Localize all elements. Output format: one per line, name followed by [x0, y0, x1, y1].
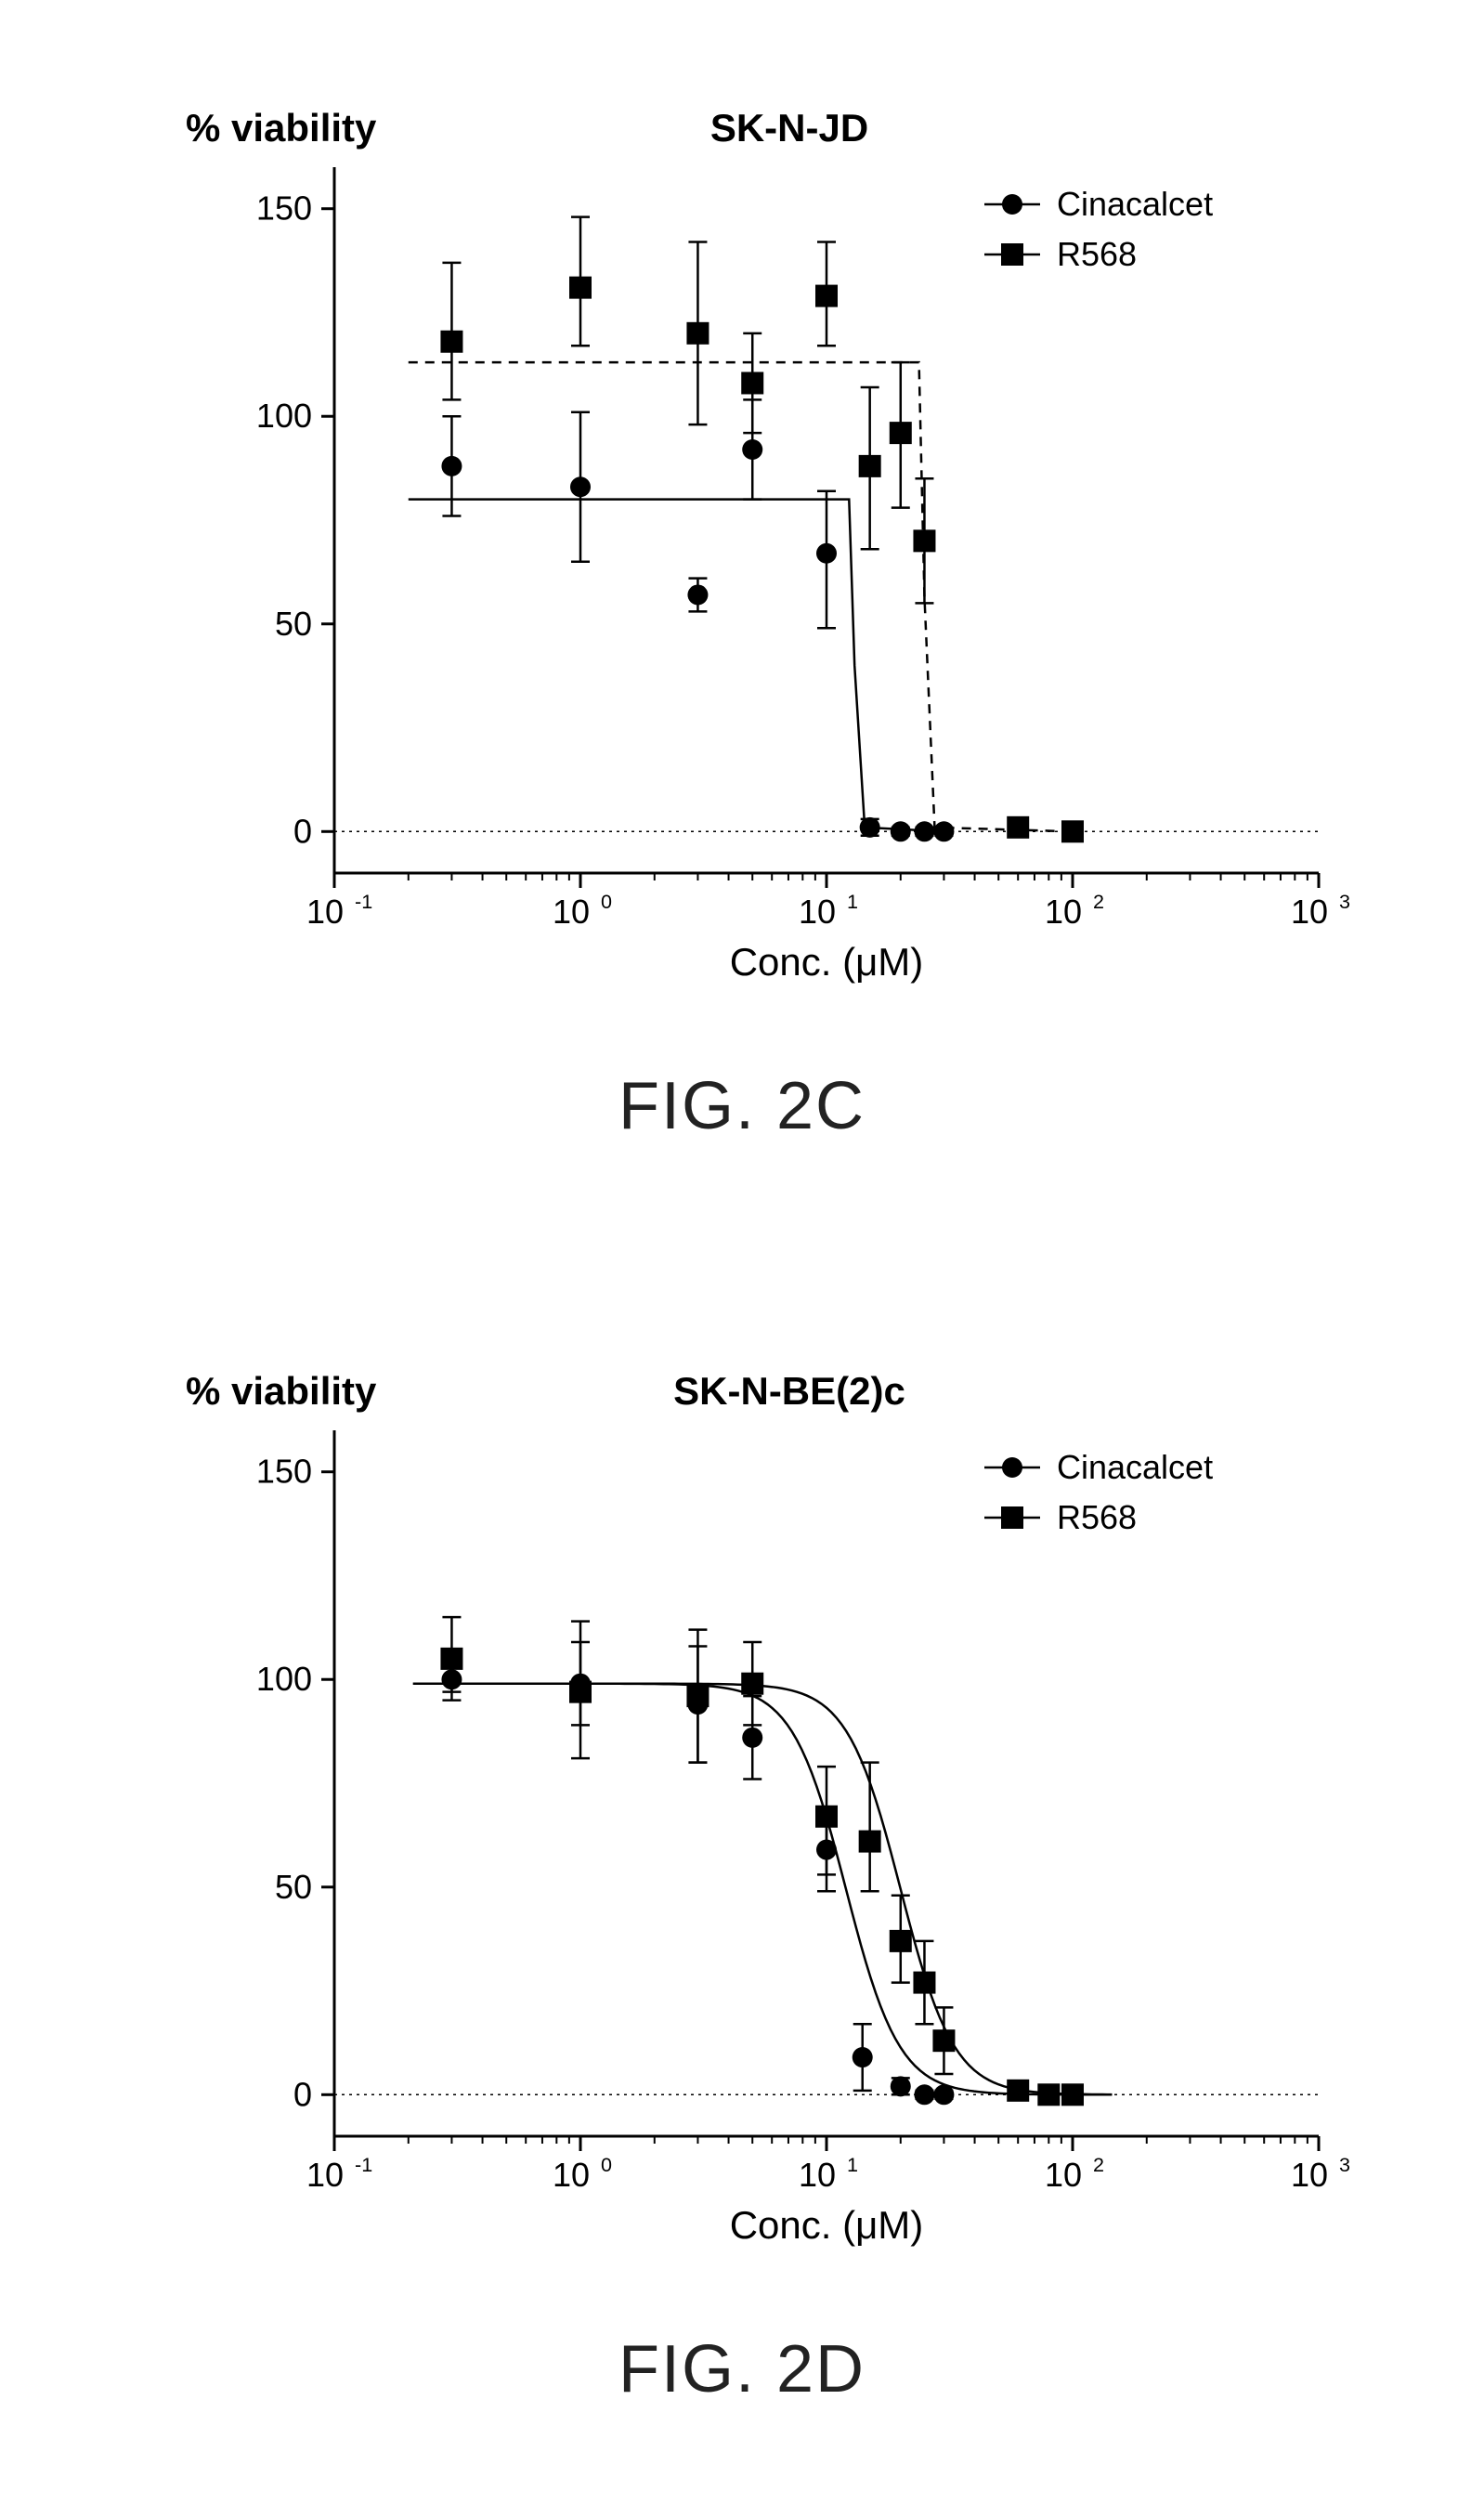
svg-text:50: 50 [275, 1868, 312, 1906]
svg-text:R568: R568 [1057, 235, 1137, 273]
svg-text:10: 10 [1045, 2156, 1082, 2194]
svg-text:-1: -1 [355, 890, 372, 913]
svg-text:2: 2 [1093, 890, 1104, 913]
svg-text:2: 2 [1093, 2153, 1104, 2176]
panel-fig2c: 05010015010-1100101102103% viabilityConc… [93, 56, 1391, 1226]
svg-text:SK-N-BE(2)c: SK-N-BE(2)c [673, 1369, 905, 1413]
panel-fig2d: 05010015010-1100101102103% viabilityConc… [93, 1319, 1391, 2489]
svg-text:1: 1 [847, 2153, 858, 2176]
svg-text:3: 3 [1339, 2153, 1350, 2176]
svg-text:10: 10 [553, 2156, 590, 2194]
chart-sknbe2c: 05010015010-1100101102103% viabilityConc… [93, 1319, 1391, 2303]
page: 05010015010-1100101102103% viabilityConc… [0, 0, 1484, 2517]
fig-caption-2d: FIG. 2D [93, 2331, 1391, 2407]
svg-text:-1: -1 [355, 2153, 372, 2176]
svg-text:100: 100 [256, 1660, 312, 1698]
svg-text:% viability: % viability [186, 106, 377, 150]
svg-text:Conc. (μM): Conc. (μM) [730, 940, 924, 984]
svg-text:3: 3 [1339, 890, 1350, 913]
svg-text:10: 10 [799, 893, 836, 931]
svg-text:0: 0 [293, 2075, 312, 2113]
svg-text:10: 10 [306, 2156, 344, 2194]
svg-text:10: 10 [553, 893, 590, 931]
svg-text:10: 10 [1291, 893, 1328, 931]
svg-text:10: 10 [799, 2156, 836, 2194]
svg-text:150: 150 [256, 189, 312, 228]
svg-text:Conc. (μM): Conc. (μM) [730, 2203, 924, 2247]
svg-text:Cinacalcet: Cinacalcet [1057, 1448, 1213, 1486]
svg-text:0: 0 [293, 812, 312, 850]
svg-text:% viability: % viability [186, 1369, 377, 1413]
svg-text:SK-N-JD: SK-N-JD [710, 106, 868, 150]
svg-text:10: 10 [1291, 2156, 1328, 2194]
fig-caption-2c: FIG. 2C [93, 1068, 1391, 1144]
chart-sknjd: 05010015010-1100101102103% viabilityConc… [93, 56, 1391, 1040]
svg-text:1: 1 [847, 890, 858, 913]
svg-text:R568: R568 [1057, 1498, 1137, 1536]
svg-text:10: 10 [306, 893, 344, 931]
svg-text:Cinacalcet: Cinacalcet [1057, 185, 1213, 223]
svg-text:50: 50 [275, 605, 312, 643]
svg-text:10: 10 [1045, 893, 1082, 931]
svg-text:100: 100 [256, 397, 312, 435]
svg-text:0: 0 [601, 2153, 612, 2176]
svg-text:0: 0 [601, 890, 612, 913]
svg-text:150: 150 [256, 1453, 312, 1491]
